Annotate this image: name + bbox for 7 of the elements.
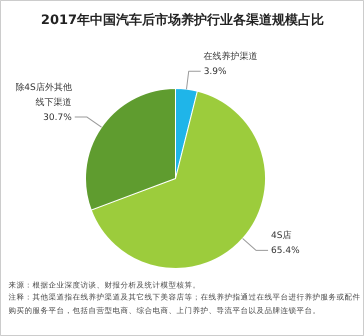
slice-label: 除4S店外其他线下渠道 xyxy=(15,82,72,108)
data-label: 65.4% xyxy=(271,246,300,256)
slice-label: 在线养护渠道 xyxy=(204,50,258,62)
slice-label: 4S店 xyxy=(271,230,292,241)
chart-title: 2017年中国汽车后市场养护行业各渠道规模占比 xyxy=(40,12,324,28)
data-label: 3.9% xyxy=(204,66,228,77)
data-label: 30.7% xyxy=(43,112,72,123)
